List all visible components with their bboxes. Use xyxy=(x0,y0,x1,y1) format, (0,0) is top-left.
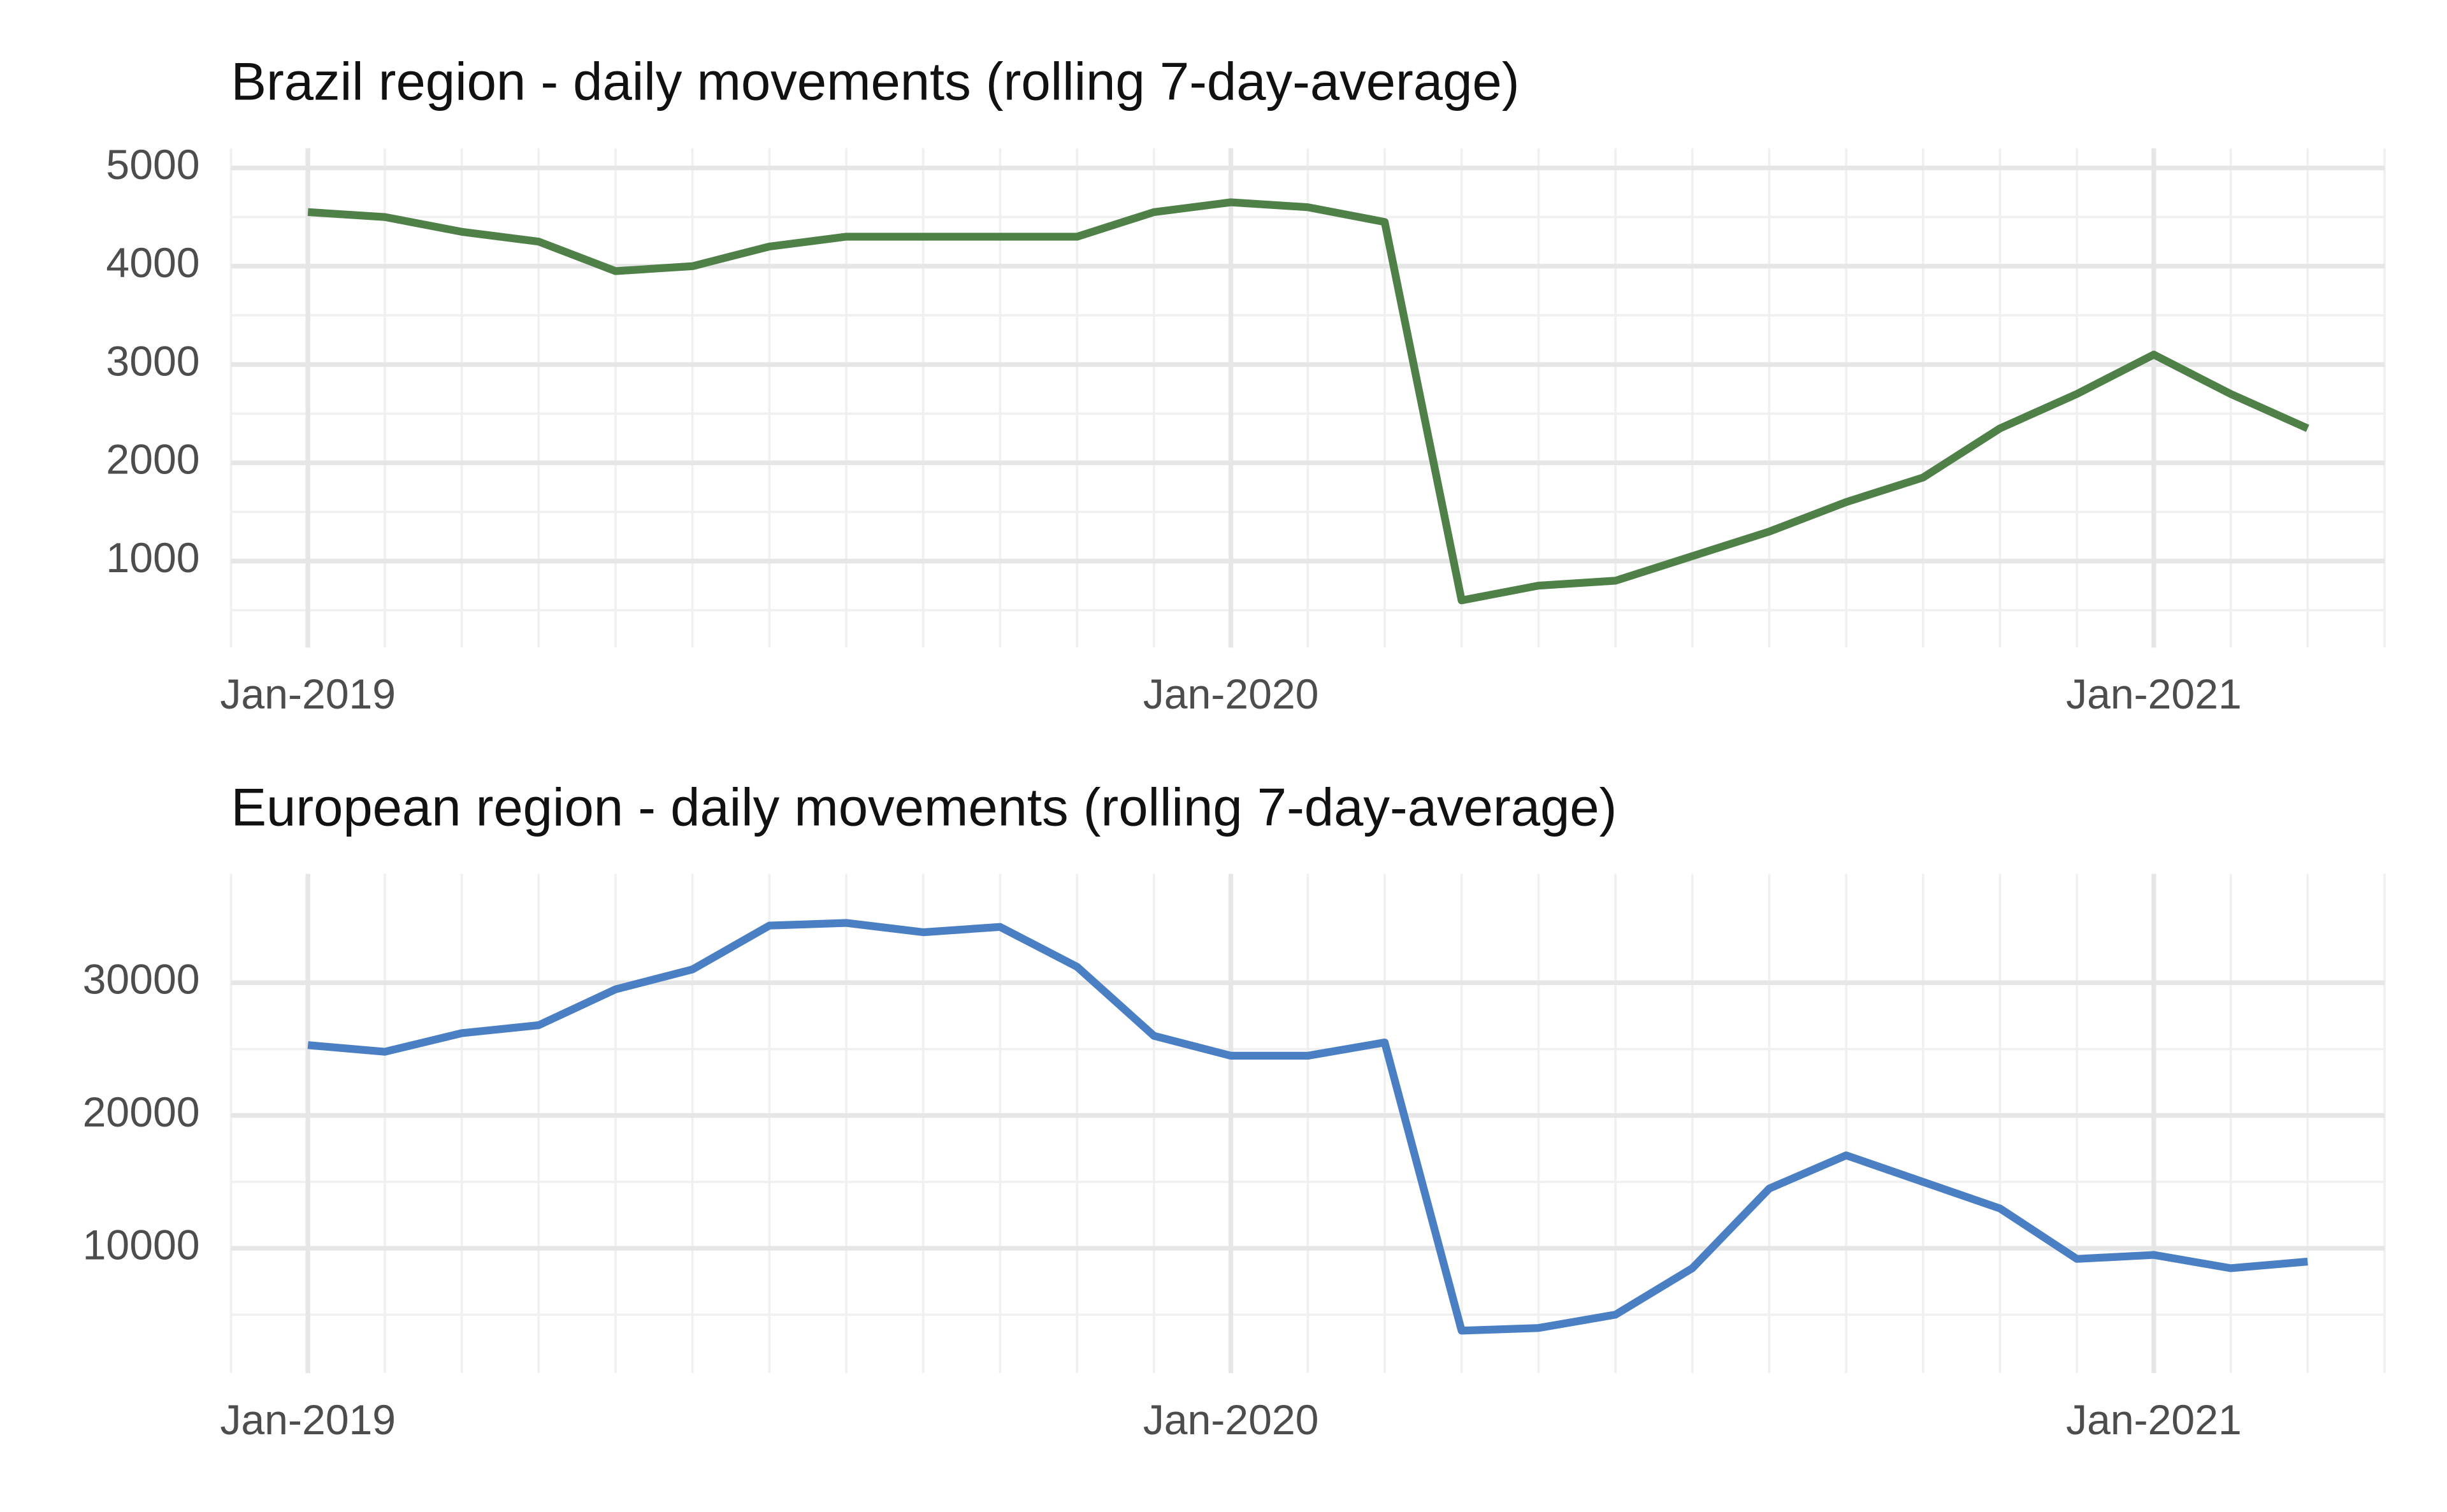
y-tick-label: 4000 xyxy=(106,240,199,287)
chart-title: Brazil region - daily movements (rolling… xyxy=(231,52,1519,112)
chart-title: European region - daily movements (rolli… xyxy=(231,777,1617,837)
x-tick-label: Jan-2020 xyxy=(1143,1397,1319,1444)
y-tick-label: 30000 xyxy=(83,956,200,1004)
line xyxy=(307,919,2308,1335)
x-tick-label: Jan-2019 xyxy=(220,1397,396,1444)
y-tick-label: 1000 xyxy=(106,535,199,582)
y-tick-label: 5000 xyxy=(106,141,199,189)
x-tick-label: Jan-2021 xyxy=(2066,1397,2242,1444)
x-tick-label: Jan-2021 xyxy=(2066,671,2242,718)
y-tick-label: 3000 xyxy=(106,338,199,385)
y-tick-label: 10000 xyxy=(83,1222,200,1269)
x-tick-label: Jan-2019 xyxy=(220,671,396,718)
y-tick-label: 20000 xyxy=(83,1089,200,1136)
line xyxy=(307,198,2309,605)
y-tick-label: 2000 xyxy=(106,436,199,484)
x-tick-label: Jan-2020 xyxy=(1143,671,1319,718)
